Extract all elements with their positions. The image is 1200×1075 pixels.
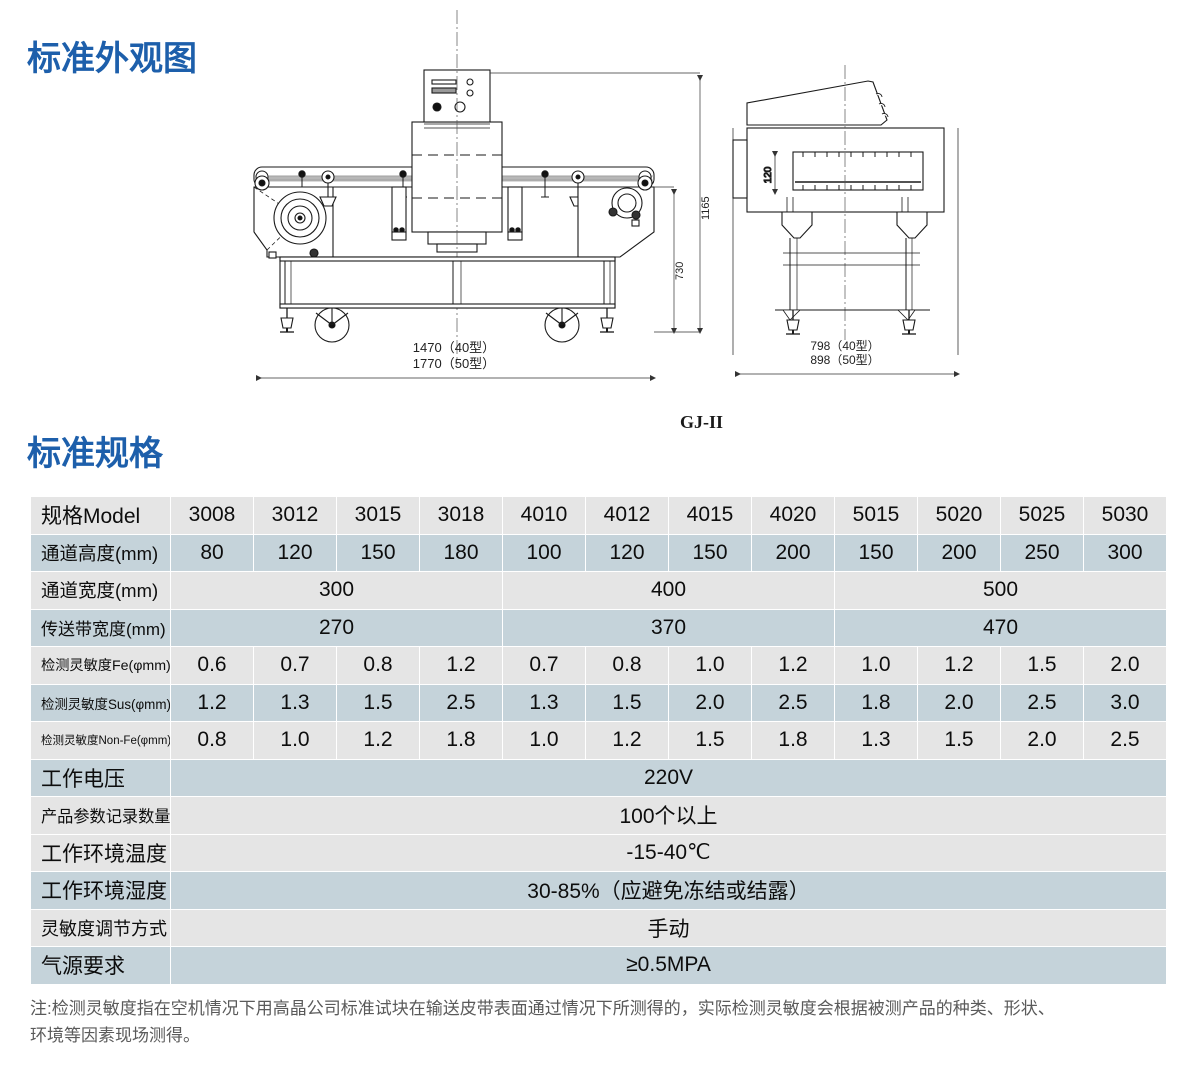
svg-text:120: 120 xyxy=(763,166,774,183)
svg-text:798（40型）: 798（40型） xyxy=(810,339,879,353)
svg-text:1165: 1165 xyxy=(700,196,712,220)
svg-text:1470（40型）: 1470（40型） xyxy=(413,340,495,355)
svg-text:1770（50型）: 1770（50型） xyxy=(413,356,495,371)
svg-text:730: 730 xyxy=(674,262,686,280)
svg-text:898（50型）: 898（50型） xyxy=(810,353,879,367)
